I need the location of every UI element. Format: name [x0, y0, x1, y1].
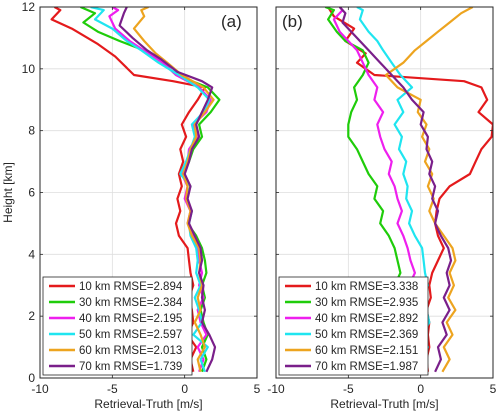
panel-b-x-ticks: -10 -5 0 5	[267, 7, 497, 396]
x-tick-label: 5	[490, 382, 497, 396]
legend-entry: 50 km RMSE=2.597	[79, 329, 182, 341]
series-line-5	[384, 7, 474, 373]
y-tick-label: 0	[28, 371, 35, 385]
legend-box	[42, 276, 193, 376]
legend-entry: 30 km RMSE=2.935	[315, 297, 418, 309]
panel-a: -10 -5 0 5 0 2 4 6 8 10 12 (a) Retrieval-Truth [m…	[1, 0, 261, 411]
x-tick-label: 0	[181, 382, 188, 396]
panel-a-y-ticks: 0 2 4 6 8 10 12	[22, 0, 257, 385]
y-tick-label: 4	[28, 247, 35, 261]
panel-a-legend: 10 km RMSE=2.894 30 km RMSE=2.384 40 km RM…	[42, 276, 193, 376]
x-tick-label: -5	[107, 382, 118, 396]
legend-entry: 60 km RMSE=2.013	[79, 345, 182, 357]
panel-b: -10 -5 0 5 (b) Retrieval-Truth [m/s] 10 km …	[267, 6, 497, 411]
panel-a-y-axis-label: Height [km]	[1, 162, 15, 223]
panel-a-label: (a)	[221, 12, 242, 31]
legend-entry: 70 km RMSE=1.739	[79, 361, 182, 373]
panel-a-x-axis-label: Retrieval-Truth [m/s]	[94, 397, 202, 411]
panel-b-label: (b)	[282, 12, 303, 31]
x-tick-label: -5	[343, 382, 354, 396]
legend-box	[278, 276, 429, 376]
legend-entry: 60 km RMSE=2.151	[315, 345, 418, 357]
legend-entry: 30 km RMSE=2.384	[79, 297, 183, 309]
x-tick-label: 0	[417, 382, 424, 396]
y-tick-label: 12	[22, 0, 36, 14]
x-tick-label: -10	[267, 382, 285, 396]
y-tick-label: 6	[28, 186, 35, 200]
legend-entry: 40 km RMSE=2.892	[315, 313, 418, 325]
y-tick-label: 2	[28, 309, 35, 323]
series-line-6	[338, 7, 453, 373]
legend-entry: 10 km RMSE=2.894	[79, 281, 183, 293]
y-tick-label: 8	[28, 124, 35, 138]
legend-entry: 40 km RMSE=2.195	[79, 313, 182, 325]
panel-b-x-axis-label: Retrieval-Truth [m/s]	[330, 397, 438, 411]
legend-entry: 70 km RMSE=1.987	[315, 361, 418, 373]
legend-entry: 10 km RMSE=3.338	[315, 281, 418, 293]
panel-a-x-ticks: -10 -5 0 5	[31, 7, 261, 396]
series-line-5	[132, 7, 215, 373]
y-tick-label: 10	[22, 62, 36, 76]
panel-b-y-ticks	[276, 6, 493, 379]
x-tick-label: -10	[31, 382, 49, 396]
x-tick-label: 5	[254, 382, 261, 396]
series-line-6	[118, 7, 217, 373]
panel-b-legend: 10 km RMSE=3.338 30 km RMSE=2.935 40 km RM…	[278, 276, 429, 376]
legend-entry: 50 km RMSE=2.369	[315, 329, 418, 341]
